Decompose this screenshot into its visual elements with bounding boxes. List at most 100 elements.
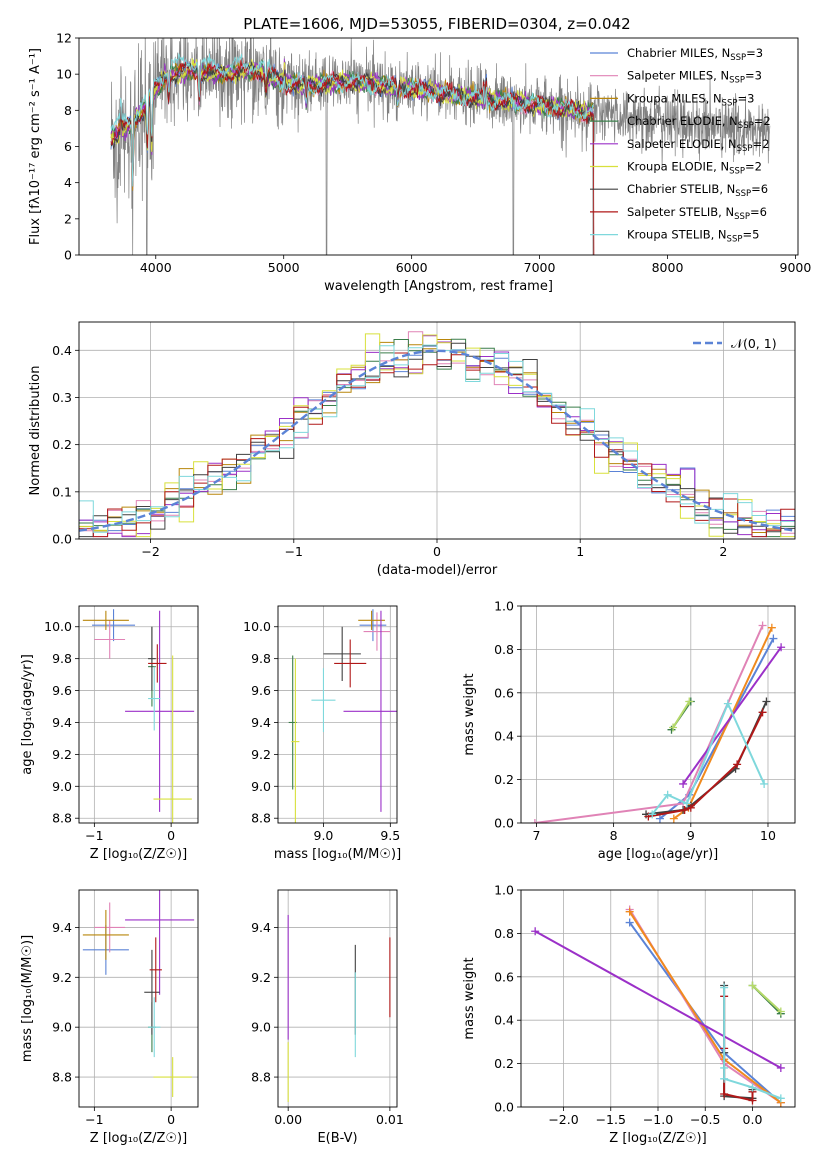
y-axis-label: age [log₁₀(age/yr)]	[20, 654, 35, 775]
axes-frame	[78, 889, 199, 1108]
y-tick-label: 0.2	[494, 1056, 514, 1071]
y-tick-label: 10.0	[44, 619, 72, 634]
x-axis-label: Z [log₁₀(Z/Z☉)]	[609, 1131, 706, 1146]
errorbar-kroupa-stelib	[311, 668, 336, 733]
legend-entry: Kroupa ELODIE, NSSP=2	[627, 160, 762, 177]
x-axis-label: E(B-V)	[317, 1131, 357, 1146]
weight-marker	[720, 1089, 729, 1098]
weight-marker	[686, 803, 695, 812]
errorbar-kroupa-elodie	[153, 1057, 192, 1098]
weight-marker	[648, 810, 657, 819]
plot-area-mass_age	[288, 609, 397, 823]
chart-residuals: −2 −1 0 1 2 0.0 0.1 0.2 0.3 0.4 (data-model)/error…	[28, 321, 796, 578]
y-tick-label: 0.0	[494, 1100, 514, 1115]
weight-line-kroupa-elodie	[669, 697, 694, 732]
weight-marker	[655, 814, 664, 823]
y-tick-label: 2	[64, 211, 72, 226]
weight-marker	[625, 918, 634, 927]
x-axis-label: (data-model)/error	[377, 563, 498, 578]
y-tick-label: 0.0	[494, 816, 514, 831]
y-tick-label: 0.8	[494, 926, 514, 941]
weight-line	[751, 984, 782, 1013]
weight-marker	[669, 814, 678, 823]
weight-line-kroupa-stelib	[648, 699, 769, 819]
x-axis-label: Z [log₁₀(Z/Z☉)]	[90, 1131, 187, 1146]
errorbar-kroupa-stelib	[148, 997, 161, 1058]
y-tick-label: 9.8	[251, 651, 271, 666]
x-tick-label: 2	[719, 544, 727, 559]
weight-marker	[767, 623, 776, 632]
x-tick-label: 8	[610, 828, 618, 843]
errorbar-salpeter-elodie	[125, 610, 195, 812]
weight-marker	[685, 697, 694, 706]
y-tick-label: 0.4	[494, 1013, 514, 1028]
axes-frame	[520, 889, 796, 1108]
x-tick-label: 7000	[524, 260, 556, 275]
weight-marker	[669, 723, 678, 732]
errorbar-salpeter-miles	[363, 612, 391, 651]
y-tick-label: 6	[64, 139, 72, 154]
axes-frame	[78, 605, 199, 824]
x-tick-label: 8000	[652, 260, 684, 275]
legend-entry: Chabrier MILES, NSSP=3	[627, 46, 763, 63]
x-axis-label: wavelength [Angstrom, rest frame]	[324, 279, 553, 294]
weight-line-kroupa-elodie	[748, 981, 785, 1016]
x-tick-label: −2.0	[548, 1112, 578, 1127]
y-tick-label: 8.8	[52, 1070, 72, 1085]
weight-line	[534, 625, 764, 823]
y-tick-label: 9.6	[251, 683, 271, 698]
chart-z_weight: −2.0 −1.5 −1.0 −0.5 0.0 0.0 0.2 0.4 0.6 0.8 1.0 Z […	[462, 883, 796, 1146]
figure-title: PLATE=1606, MJD=53055, FIBERID=0304, z=0…	[243, 15, 630, 33]
x-axis-label: age [log₁₀(age/yr)]	[598, 847, 719, 862]
chart-spectrum: 4000 5000 6000 7000 8000 9000 0 2 4 6 8 10 12 wavelen…	[28, 31, 811, 295]
errorbar-chabrier-miles	[359, 609, 387, 642]
x-tick-label: 0	[167, 1112, 175, 1127]
y-tick-label: 9.2	[251, 970, 271, 985]
y-tick-label: 8.8	[52, 811, 72, 826]
y-tick-label: 9.0	[251, 1020, 271, 1035]
errorbar-chabrier-miles	[92, 609, 136, 642]
legend-entry: Salpeter ELODIE, NSSP=2	[627, 137, 770, 154]
y-tick-label: 9.0	[52, 779, 72, 794]
x-tick-label: −0.5	[690, 1112, 720, 1127]
legend-entry: Salpeter MILES, NSSP=3	[627, 69, 762, 86]
y-tick-label: 9.0	[52, 1020, 72, 1035]
legend-entry: 𝒩(0, 1)	[731, 336, 777, 351]
axes-frame	[277, 889, 398, 1108]
y-tick-label: 0.6	[494, 969, 514, 984]
plot-area-spectrum	[110, 38, 771, 255]
normal-curve	[79, 349, 795, 532]
x-tick-label: 1	[576, 544, 584, 559]
chart-ebv_mass: 0.00 0.01 8.8 9.0 9.2 9.4 E(B-V)	[251, 889, 404, 1146]
weight-line-kroupa-stelib	[720, 983, 785, 1103]
y-tick-label: 0.8	[494, 642, 514, 657]
errorbar-salpeter-stelib	[149, 937, 162, 1003]
weight-marker	[762, 697, 771, 706]
y-tick-label: 10	[56, 67, 72, 82]
weight-marker	[723, 699, 732, 708]
x-tick-label: 10	[760, 828, 776, 843]
y-tick-label: 4	[64, 175, 72, 190]
plot-area-z_age	[82, 609, 195, 823]
y-tick-label: 9.2	[52, 747, 72, 762]
weight-marker	[776, 1094, 785, 1103]
residuals-legend: 𝒩(0, 1)	[693, 336, 777, 351]
weight-marker	[625, 907, 634, 916]
weight-line	[682, 646, 782, 785]
chart-age_weight: 7 8 9 10 0.0 0.2 0.4 0.6 0.8 1.0 age [log₁₀(age/yr…	[462, 599, 796, 862]
x-tick-label: 9.5	[380, 828, 400, 843]
y-tick-label: 0.2	[494, 772, 514, 787]
y-tick-label: 0.0	[52, 532, 72, 547]
y-tick-label: 9.0	[251, 779, 271, 794]
x-tick-label: −1.0	[643, 1112, 673, 1127]
x-tick-label: 6000	[396, 260, 428, 275]
errorbar-chabrier-stelib	[144, 949, 160, 1035]
weight-marker	[663, 790, 672, 799]
weight-line	[672, 700, 691, 729]
weight-line-salpeter-elodie	[679, 643, 786, 788]
legend-entry: Chabrier ELODIE, NSSP=2	[627, 114, 771, 131]
weight-marker	[720, 983, 729, 992]
weight-marker	[748, 1083, 757, 1092]
x-tick-label: 0.0	[743, 1112, 763, 1127]
